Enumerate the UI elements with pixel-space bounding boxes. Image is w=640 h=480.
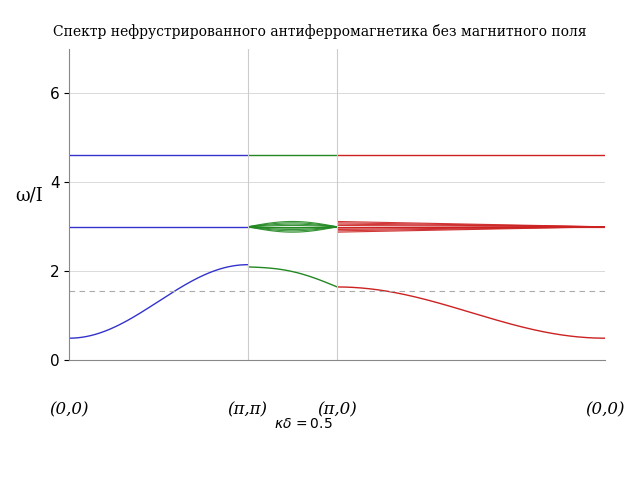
Text: Спектр нефрустрированного антиферромагнетика без магнитного поля: Спектр нефрустрированного антиферромагне… xyxy=(53,24,587,39)
Text: (π,0): (π,0) xyxy=(317,401,357,418)
Text: (0,0): (0,0) xyxy=(49,401,89,418)
Text: (π,π): (π,π) xyxy=(228,401,268,418)
Text: $\kappa\delta\,=0.5$: $\kappa\delta\,=0.5$ xyxy=(274,417,333,431)
Y-axis label: ω/I: ω/I xyxy=(15,187,43,204)
Text: (0,0): (0,0) xyxy=(586,401,625,418)
